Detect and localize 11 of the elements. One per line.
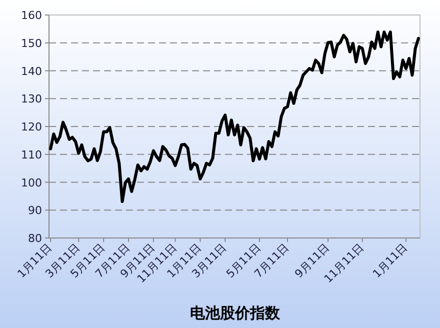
ytick-label: 140 [21,64,42,78]
ytick-label: 90 [28,204,42,218]
ytick-label: 120 [21,120,42,134]
ytick-label: 160 [21,9,42,22]
ytick-label: 80 [28,232,42,245]
ytick-label: 110 [21,148,42,162]
ytick-label: 130 [21,92,42,106]
xtick-label: 1月11日 [370,240,410,281]
x-axis-title: 电池股价指数 [190,304,280,322]
ytick-label: 100 [21,176,42,190]
ytick-label: 150 [21,36,42,50]
